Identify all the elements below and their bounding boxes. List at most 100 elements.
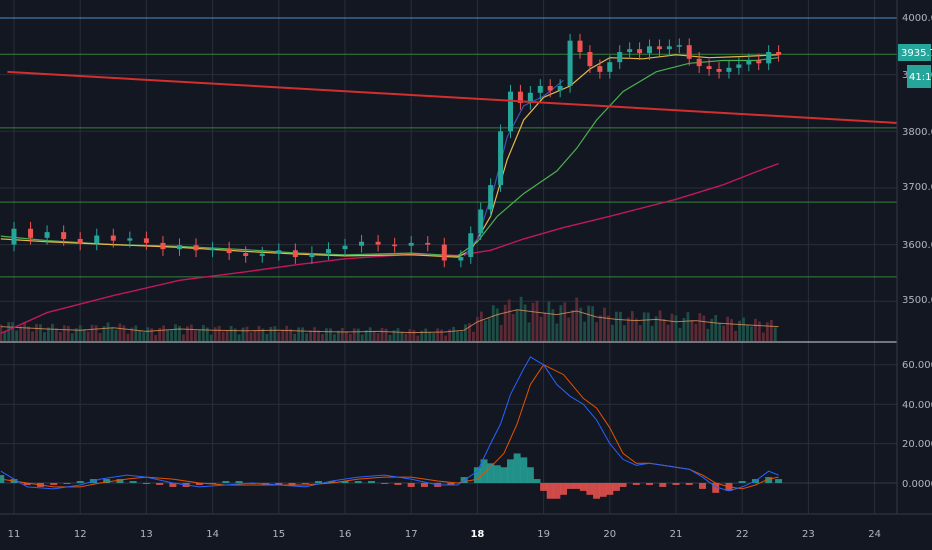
macd-histogram-bar	[593, 483, 601, 499]
candle-body	[193, 245, 199, 251]
volume-bar	[579, 307, 583, 341]
time-axis[interactable]: 11 12 13 14 15 16 17 18 19 20 21 22 23 24	[8, 529, 881, 540]
macd-histogram-bar	[354, 481, 362, 483]
volume-bar	[583, 321, 587, 341]
volume-bar	[209, 334, 213, 341]
volume-bar	[74, 328, 78, 341]
volume-bar	[261, 328, 265, 341]
candle-body	[392, 244, 398, 247]
candle-body	[408, 242, 414, 246]
volume-bar	[559, 305, 563, 341]
macd-histogram-bar	[685, 483, 693, 485]
volume-bar	[487, 318, 491, 341]
volume-bar	[213, 327, 217, 341]
macd-histogram-bar	[507, 459, 514, 483]
macd-histogram-bar	[612, 483, 620, 491]
trendline-layer[interactable]	[7, 70, 932, 126]
volume-bar	[368, 327, 372, 341]
macd-scale[interactable]	[897, 343, 932, 514]
volume-bar	[773, 327, 777, 341]
volume-bar	[31, 331, 34, 341]
volume-bar	[456, 331, 459, 341]
candle-body	[666, 46, 672, 50]
volume-bar	[376, 333, 380, 341]
volume-bar	[674, 315, 678, 341]
macd-histogram-bar	[646, 483, 654, 485]
volume-bar	[408, 329, 412, 341]
horizontal-levels[interactable]	[0, 17, 897, 278]
volume-bar	[503, 304, 507, 341]
candle-body	[656, 46, 662, 50]
price-tick-3500: 3500.00	[902, 295, 932, 306]
volume-bar	[58, 331, 62, 341]
volume-bar	[162, 325, 166, 341]
volume-bar	[420, 330, 424, 341]
volume-bar	[146, 327, 150, 341]
volume-bar	[400, 332, 404, 341]
volume-bar	[257, 325, 261, 341]
candle-body	[44, 232, 50, 238]
volume-bar	[293, 333, 297, 341]
macd-histogram-bar	[606, 483, 614, 495]
candle-body	[177, 245, 182, 250]
volume-bar	[499, 324, 503, 341]
volume-bar	[654, 316, 658, 341]
volume-bar	[201, 325, 205, 341]
volume-bar	[603, 307, 606, 341]
macd-histogram-bar	[775, 479, 783, 483]
macd-histogram-bar	[493, 465, 501, 483]
volume-bar	[694, 323, 698, 341]
macd-histogram-bar	[169, 483, 177, 487]
candle-body	[375, 241, 381, 245]
last-price-label[interactable]: 3935.77	[898, 44, 932, 61]
macd-tick-20: 20.0000	[902, 439, 932, 450]
volume-bar	[150, 328, 154, 341]
volume-bar	[734, 330, 737, 341]
candle-body	[776, 51, 782, 55]
volume-bar	[396, 328, 400, 341]
volume-bar	[547, 301, 551, 341]
volume-bar	[730, 319, 734, 341]
candle-body	[746, 60, 752, 65]
volume-bar	[464, 324, 467, 341]
time-tick-label: 18	[470, 529, 484, 540]
volume-bar	[23, 321, 26, 341]
volume-bar	[686, 312, 690, 341]
volume-bar	[356, 328, 360, 341]
volume-bar	[197, 330, 201, 341]
volume-bar	[166, 330, 169, 341]
volume-bar	[134, 325, 138, 341]
time-tick-label: 16	[339, 529, 352, 540]
candlesticks	[11, 33, 782, 268]
candle-body	[726, 67, 732, 72]
volume-bar	[62, 325, 66, 341]
macd-histogram-bar	[659, 483, 667, 487]
volume-bar	[269, 326, 273, 341]
volume-bar	[102, 326, 106, 341]
volume-bar	[754, 318, 757, 341]
volume-bar	[380, 327, 384, 341]
candle-body	[143, 238, 149, 243]
volume-bar	[595, 322, 598, 341]
volume-bar	[662, 318, 666, 341]
volume-bar	[424, 328, 428, 341]
volume-bar	[158, 327, 162, 341]
volume-bar	[607, 315, 610, 341]
volume-bar	[519, 296, 523, 341]
macd-histogram-bar	[275, 483, 283, 485]
volume-bar	[249, 332, 253, 341]
volume-bar	[448, 329, 451, 341]
volume-bar	[531, 302, 535, 341]
macd-histogram-bar	[367, 481, 375, 483]
volume-bar	[273, 326, 277, 341]
time-tick-label: 11	[8, 529, 21, 540]
candle-body	[517, 91, 523, 103]
descending-trendline	[7, 70, 932, 126]
time-tick-label: 21	[670, 529, 683, 540]
last-price-badge	[898, 44, 931, 61]
candle-body	[577, 40, 583, 52]
candle-body	[110, 235, 116, 241]
volume-bar	[575, 297, 579, 341]
candle-body	[676, 45, 682, 47]
